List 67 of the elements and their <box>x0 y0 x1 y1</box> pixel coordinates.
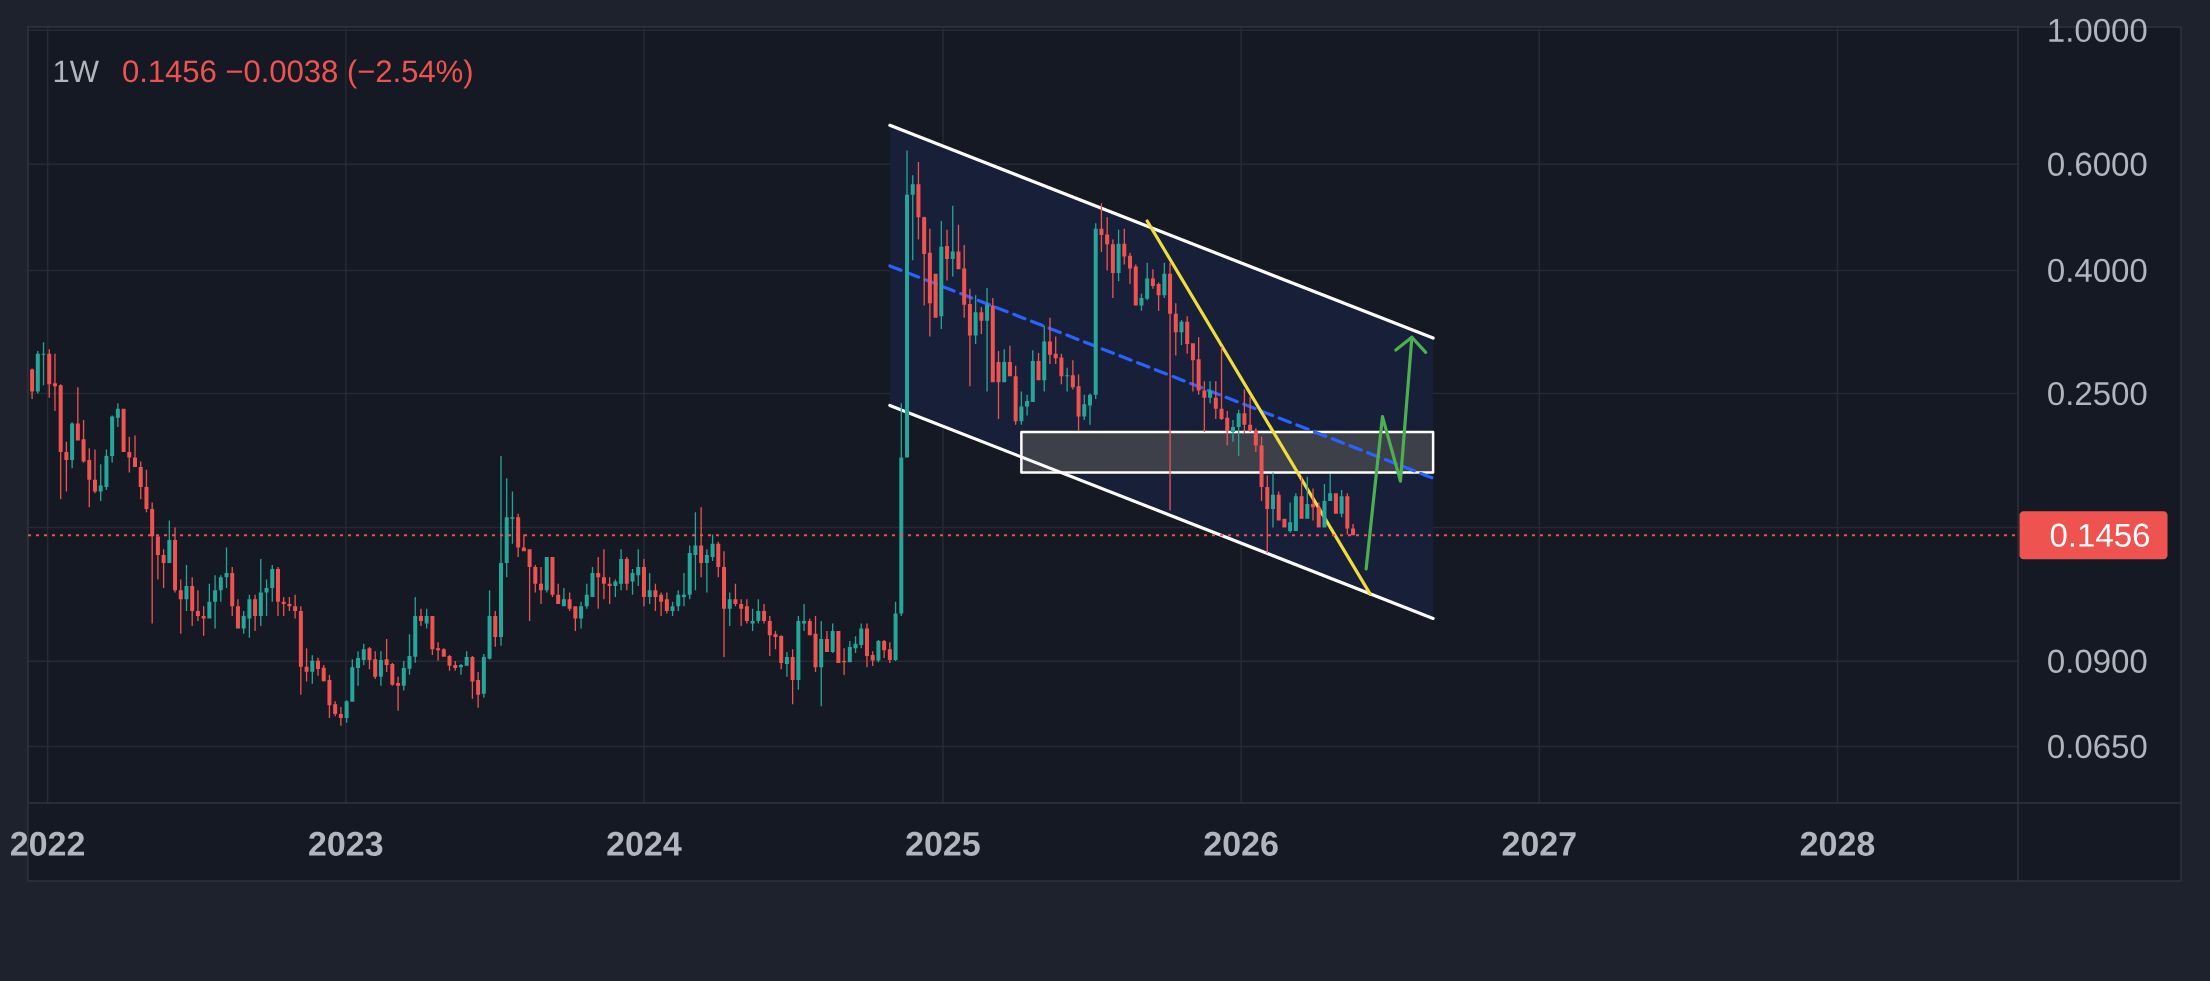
candlestick <box>52 353 57 411</box>
candlestick <box>561 588 566 607</box>
candlestick <box>133 435 138 467</box>
candlestick <box>499 456 503 646</box>
candlestick <box>1311 488 1316 521</box>
x-tick-label: 2028 <box>1800 831 1875 856</box>
candlestick <box>887 642 892 664</box>
candlestick <box>659 592 664 616</box>
y-tick-label: 0.0900 <box>2048 649 2147 673</box>
candlestick <box>681 573 686 607</box>
candlestick <box>842 648 847 676</box>
candlestick <box>1248 396 1253 432</box>
x-tick-label: 2023 <box>309 831 383 856</box>
x-tick-label: 2025 <box>906 831 980 856</box>
candlestick <box>1208 381 1213 404</box>
y-tick-label: 1.0000 <box>2049 18 2147 43</box>
candlestick <box>1047 317 1052 364</box>
candlestick <box>722 551 727 657</box>
candlestick <box>1007 345 1012 377</box>
x-tick-label: 2027 <box>1502 831 1576 856</box>
candlestick <box>967 288 972 387</box>
candlestick <box>945 229 950 281</box>
y-tick-label: 0.4000 <box>2048 258 2147 283</box>
candlestick <box>378 651 383 686</box>
candlestick <box>1190 343 1195 392</box>
candlestick <box>985 288 990 392</box>
candlestick <box>195 590 200 621</box>
x-tick-label: 2022 <box>10 831 85 856</box>
candlestick <box>356 651 361 686</box>
text: 0.1456 −0.0038 (−2.54%) <box>123 59 472 89</box>
candlestick <box>1168 262 1173 511</box>
candlestick <box>293 594 298 619</box>
candlestick <box>476 671 481 708</box>
candlestick <box>539 566 544 604</box>
candlestick <box>1025 394 1030 416</box>
candlestick <box>1230 420 1235 442</box>
candlestick <box>704 549 709 593</box>
candlestick <box>436 642 441 661</box>
candlestick <box>458 663 463 675</box>
candlestick <box>784 652 789 677</box>
y-tick-label: 0.0650 <box>2048 734 2147 759</box>
y-tick-label: 0.6000 <box>2048 152 2147 176</box>
candlestick <box>396 676 401 711</box>
x-tick-label: 2024 <box>607 831 682 856</box>
candlestick <box>579 601 584 629</box>
x-tick-label: 2026 <box>1204 831 1278 856</box>
candlestick <box>1270 472 1275 528</box>
text: 1W <box>54 60 99 82</box>
candlestick <box>213 575 218 629</box>
candlestick <box>316 657 321 676</box>
candlestick <box>1065 367 1070 392</box>
candlestick <box>115 403 120 428</box>
ref-line-label: 0.1456 <box>2050 523 2149 547</box>
candlestick <box>802 603 807 632</box>
candlestick <box>1110 239 1115 299</box>
candlestick <box>1128 252 1133 284</box>
candlestick <box>253 594 258 632</box>
candlestick <box>601 549 606 600</box>
candlestick <box>418 608 423 626</box>
candlestick <box>882 640 887 659</box>
candlestick <box>927 228 932 337</box>
candlestick <box>92 449 97 494</box>
candlestick <box>1150 269 1155 289</box>
y-tick-label: 0.2500 <box>2048 381 2147 406</box>
candlestick <box>1088 393 1092 425</box>
candlestick <box>1288 502 1293 533</box>
candlestick <box>338 706 343 726</box>
